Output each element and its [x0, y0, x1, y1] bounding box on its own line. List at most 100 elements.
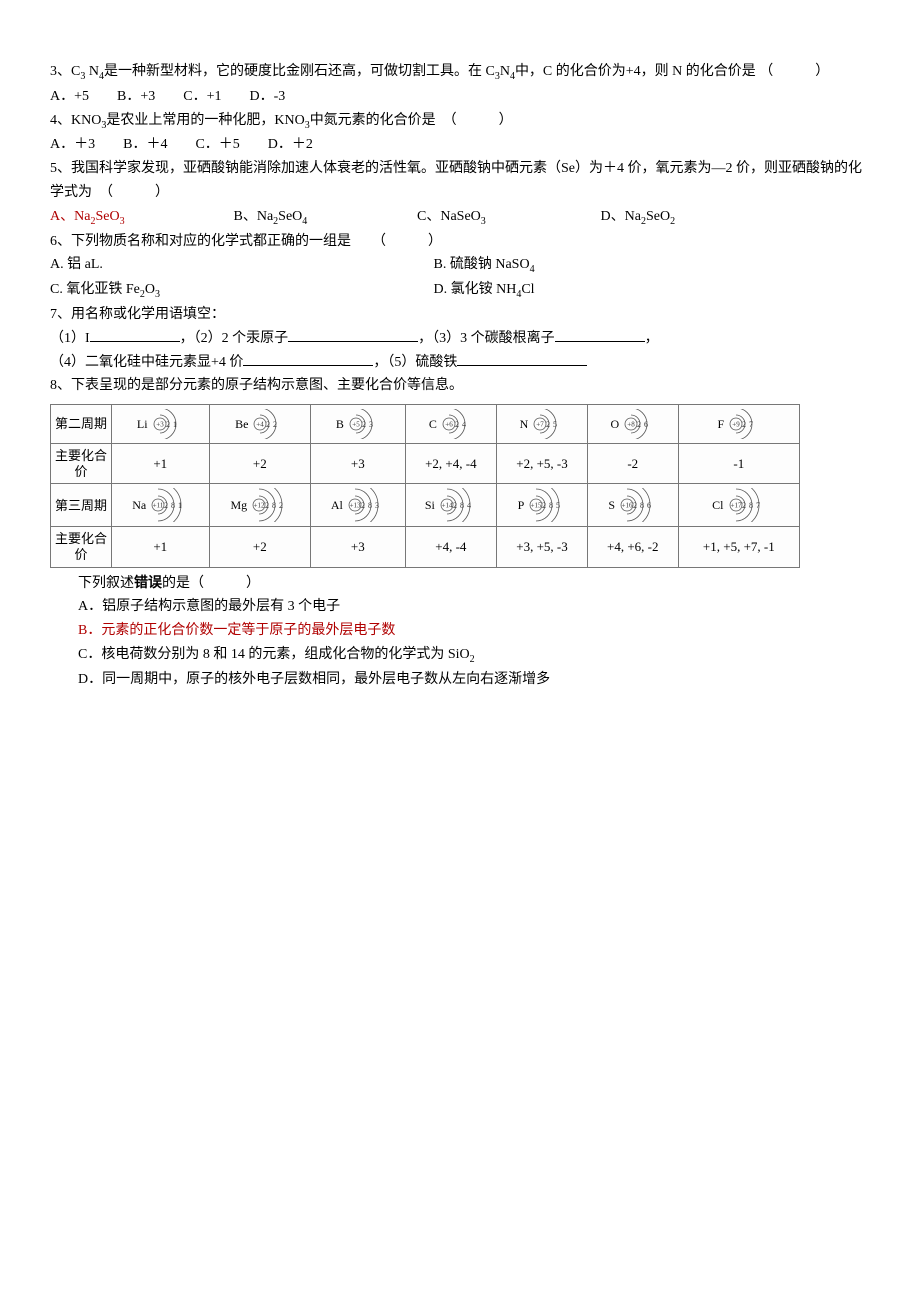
q3-text-a: 3、C [50, 64, 80, 79]
periodic-table: 第二周期 Li+321 Be+422 B+523 C+624 N+725 O+8… [50, 404, 870, 567]
q7-line2: （4）二氧化硅中硅元素显+4 价 ，（5）硫酸铁 [50, 351, 870, 375]
valence-cell: -1 [678, 444, 799, 484]
blank-1 [90, 327, 180, 342]
valence-cell: +3 [311, 527, 406, 567]
table: 第二周期 Li+321 Be+422 B+523 C+624 N+725 O+8… [50, 404, 800, 567]
q3: 3、C3 N4是一种新型材料，它的硬度比金刚石还高，可做切割工具。在 C3N4中… [50, 60, 870, 109]
q7: 7、用名称或化学用语填空： [50, 303, 870, 327]
svg-text:2: 2 [266, 420, 270, 429]
valence-cell: +3 [311, 444, 406, 484]
svg-text:2: 2 [633, 501, 637, 510]
svg-text:8: 8 [549, 501, 553, 510]
valence-cell: +4, -4 [405, 527, 497, 567]
atom-cell: Na+11281 [112, 484, 210, 527]
blank-3 [555, 327, 645, 342]
svg-text:+16: +16 [622, 502, 633, 510]
svg-text:7: 7 [756, 501, 760, 510]
atom-cell: Al+13283 [311, 484, 406, 527]
valence-cell: +1 [112, 527, 210, 567]
q6-opt-d: D. 氯化铵 NH4Cl [434, 278, 535, 303]
atom-cell: Si+14284 [405, 484, 497, 527]
q6: 6、下列物质名称和对应的化学式都正确的一组是 （ ） [50, 230, 870, 254]
row-label: 第二周期 [51, 405, 112, 444]
svg-text:8: 8 [368, 501, 372, 510]
blank-4 [243, 351, 373, 366]
svg-text:2: 2 [164, 501, 168, 510]
q5-opt-c: C、NaSeO3 [417, 205, 597, 230]
valence-cell: +2 [209, 444, 311, 484]
q6-opt-c: C. 氧化亚铁 Fe2O3 [50, 278, 430, 303]
valence-cell: -2 [587, 444, 678, 484]
svg-text:+8: +8 [627, 421, 635, 429]
svg-text:1: 1 [178, 501, 182, 510]
svg-text:5: 5 [556, 501, 560, 510]
atom-cell: C+624 [405, 405, 497, 444]
table-row: 主要化合价 +1 +2 +3 +4, -4 +3, +5, -3 +4, +6,… [51, 527, 800, 567]
valence-cell: +1, +5, +7, -1 [678, 527, 799, 567]
q7-p3: ，（3）3 个碳酸根离子 [418, 331, 555, 346]
q7-line1: （1）I ，（2）2 个汞原子 ，（3）3 个碳酸根离子 ， [50, 327, 870, 351]
svg-text:2: 2 [265, 501, 269, 510]
q7-p1: （1）I [50, 331, 90, 346]
valence-cell: +1 [112, 444, 210, 484]
q5-opt-d: D、Na2SeO2 [601, 205, 676, 230]
q8-opt-a: A．铝原子结构示意图的最外层有 3 个电子 [50, 595, 870, 619]
svg-text:2: 2 [273, 420, 277, 429]
q6-opt-a: A. 铝 aL. [50, 253, 430, 277]
svg-text:4: 4 [467, 501, 471, 510]
svg-text:3: 3 [375, 501, 379, 510]
svg-text:+15: +15 [531, 502, 542, 510]
q3-text-c: 是一种新型材料，它的硬度比金刚石还高，可做切割工具。在 C [104, 64, 495, 79]
row-label: 主要化合价 [51, 527, 112, 567]
svg-text:+9: +9 [732, 421, 740, 429]
svg-text:+3: +3 [156, 421, 164, 429]
svg-text:2: 2 [637, 420, 641, 429]
svg-text:8: 8 [171, 501, 175, 510]
svg-text:5: 5 [553, 420, 557, 429]
valence-cell: +4, +6, -2 [587, 527, 678, 567]
svg-text:+5: +5 [352, 421, 360, 429]
q4-text-b: 是农业上常用的一种化肥，KNO [106, 113, 304, 128]
q8-opt-c: C．核电荷数分别为 8 和 14 的元素，组成化合物的化学式为 SiO2 [50, 643, 870, 668]
atom-cell: N+725 [497, 405, 588, 444]
svg-text:8: 8 [460, 501, 464, 510]
atom-cell: Mg+12282 [209, 484, 311, 527]
row-label: 第三周期 [51, 484, 112, 527]
svg-text:6: 6 [644, 420, 648, 429]
svg-text:+7: +7 [537, 421, 545, 429]
q7-p5: （4）二氧化硅中硅元素显+4 价 [50, 355, 243, 370]
q5-opts: A、Na2SeO3 B、Na2SeO4 C、NaSeO3 D、Na2SeO2 [50, 205, 870, 230]
valence-cell: +2, +5, -3 [497, 444, 588, 484]
q6-row1: A. 铝 aL. B. 硫酸钠 NaSO4 [50, 253, 870, 278]
table-row: 第二周期 Li+321 Be+422 B+523 C+624 N+725 O+8… [51, 405, 800, 444]
q7-p4: ， [645, 331, 659, 346]
atom-cell: F+927 [678, 405, 799, 444]
q5-opt-a: A、Na2SeO3 [50, 205, 230, 230]
q4-opts: A．＋3 B．＋4 C．＋5 D．＋2 [50, 133, 870, 157]
svg-text:+17: +17 [730, 502, 741, 510]
svg-text:2: 2 [546, 420, 550, 429]
atom-cell: B+523 [311, 405, 406, 444]
valence-cell: +2, +4, -4 [405, 444, 497, 484]
svg-text:2: 2 [742, 420, 746, 429]
svg-text:6: 6 [647, 501, 651, 510]
q7-p6: ，（5）硫酸铁 [373, 355, 457, 370]
q3-text-d: N [500, 64, 510, 79]
svg-text:2: 2 [542, 501, 546, 510]
q6-row2: C. 氧化亚铁 Fe2O3 D. 氯化铵 NH4Cl [50, 278, 870, 303]
svg-text:+6: +6 [445, 421, 453, 429]
atom-cell: O+826 [587, 405, 678, 444]
svg-text:2: 2 [362, 420, 366, 429]
atom-cell: Li+321 [112, 405, 210, 444]
atom-cell: Cl+17287 [678, 484, 799, 527]
svg-text:3: 3 [369, 420, 373, 429]
q8: 8、下表呈现的是部分元素的原子结构示意图、主要化合价等信息。 [50, 374, 870, 398]
svg-text:1: 1 [173, 420, 177, 429]
q6-opt-b: B. 硫酸钠 NaSO4 [434, 253, 535, 278]
svg-text:8: 8 [749, 501, 753, 510]
svg-text:2: 2 [453, 501, 457, 510]
q5: 5、我国科学家发现，亚硒酸钠能消除加速人体衰老的活性氧。亚硒酸钠中硒元素（Se）… [50, 157, 870, 205]
q7-p2: ，（2）2 个汞原子 [180, 331, 289, 346]
svg-text:4: 4 [462, 420, 466, 429]
atom-cell: Be+422 [209, 405, 311, 444]
